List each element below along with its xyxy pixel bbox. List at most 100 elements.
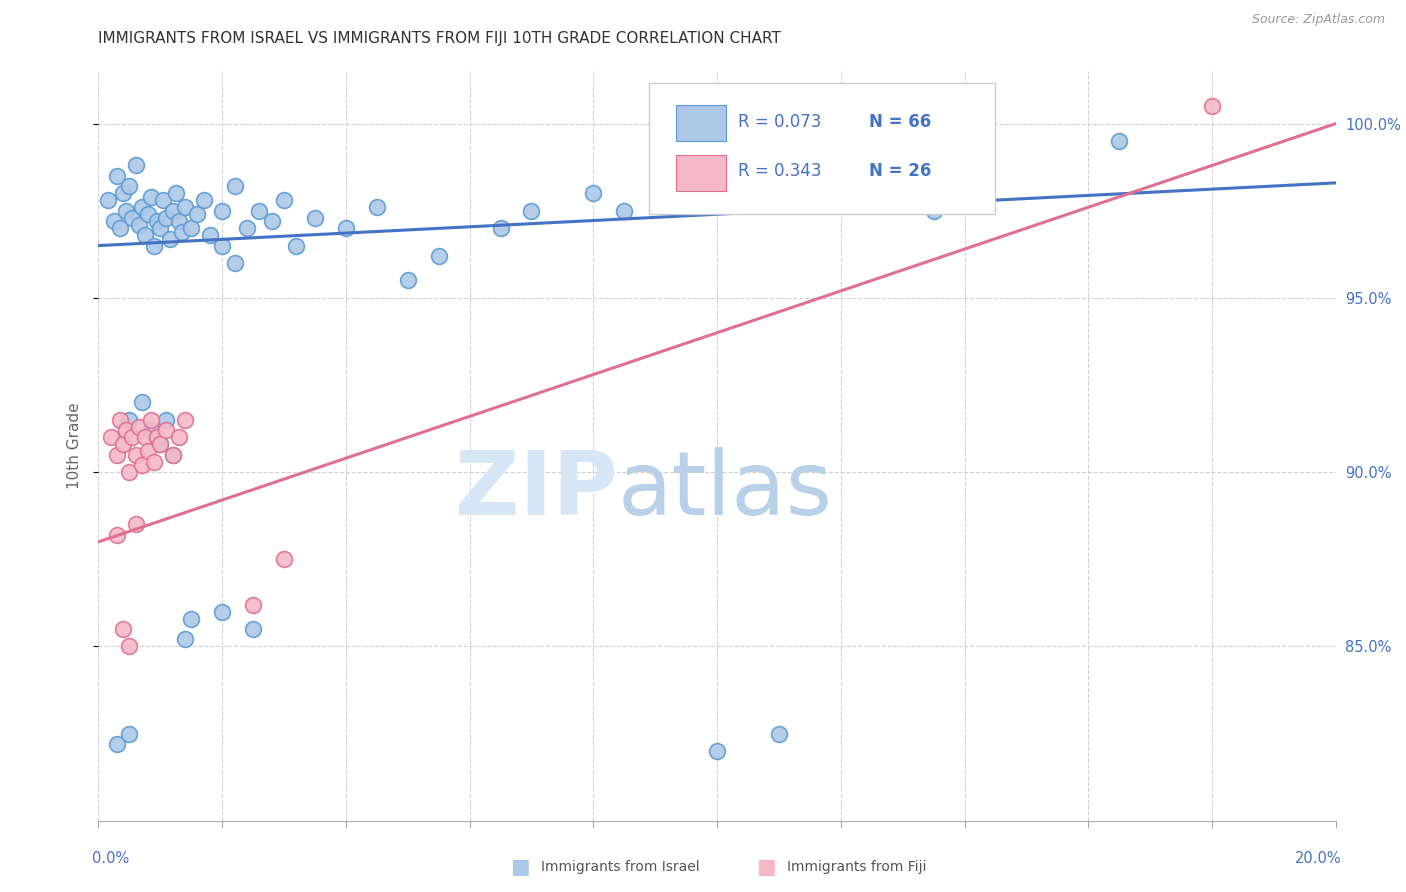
Point xyxy=(675,194,697,208)
Point xyxy=(115,423,138,437)
Text: N = 26: N = 26 xyxy=(869,162,932,180)
Text: R = 0.073: R = 0.073 xyxy=(738,112,821,130)
Point xyxy=(396,273,419,287)
Point xyxy=(737,169,759,183)
Point xyxy=(139,413,162,427)
Point xyxy=(224,256,246,270)
Point xyxy=(174,413,197,427)
Point xyxy=(146,214,169,228)
Point xyxy=(108,221,131,235)
Point xyxy=(193,194,215,208)
FancyBboxPatch shape xyxy=(650,83,995,214)
Point xyxy=(236,221,259,235)
Point xyxy=(520,203,543,218)
Point xyxy=(134,430,156,444)
Point xyxy=(149,437,172,451)
Point xyxy=(155,413,177,427)
Point xyxy=(112,437,135,451)
Text: N = 66: N = 66 xyxy=(869,112,932,130)
Point xyxy=(118,726,141,740)
Point xyxy=(139,190,162,204)
Point xyxy=(198,228,221,243)
Point xyxy=(174,632,197,647)
Point xyxy=(131,200,153,214)
Point xyxy=(922,203,945,218)
Point xyxy=(273,552,295,566)
Text: atlas: atlas xyxy=(619,448,834,534)
Point xyxy=(159,232,181,246)
Point xyxy=(105,169,128,183)
Point xyxy=(136,444,159,458)
Point xyxy=(167,430,190,444)
Text: Immigrants from Israel: Immigrants from Israel xyxy=(541,860,700,874)
Point xyxy=(211,605,233,619)
Point xyxy=(162,203,184,218)
Point xyxy=(112,622,135,636)
Text: 20.0%: 20.0% xyxy=(1295,851,1341,865)
Point xyxy=(273,194,295,208)
Point xyxy=(165,186,187,201)
Point xyxy=(118,640,141,654)
Point xyxy=(1108,134,1130,148)
Point xyxy=(304,211,326,225)
Point xyxy=(180,221,202,235)
Point xyxy=(180,611,202,625)
Point xyxy=(167,214,190,228)
FancyBboxPatch shape xyxy=(676,155,725,191)
Point xyxy=(155,211,177,225)
Point xyxy=(335,221,357,235)
Point xyxy=(427,249,450,263)
Point xyxy=(100,430,122,444)
Point xyxy=(706,744,728,758)
Point xyxy=(105,528,128,542)
Point xyxy=(285,238,308,252)
Point xyxy=(149,437,172,451)
Point xyxy=(186,207,208,221)
Text: Immigrants from Fiji: Immigrants from Fiji xyxy=(787,860,927,874)
Point xyxy=(152,194,174,208)
Point xyxy=(108,413,131,427)
Point xyxy=(211,203,233,218)
Point xyxy=(118,179,141,194)
Point xyxy=(105,737,128,751)
Point xyxy=(105,448,128,462)
Point xyxy=(143,238,166,252)
Point xyxy=(118,465,141,479)
Point xyxy=(143,455,166,469)
Point xyxy=(103,214,125,228)
Point xyxy=(121,430,143,444)
Point xyxy=(242,622,264,636)
Point xyxy=(139,423,162,437)
Point xyxy=(162,448,184,462)
Text: IMMIGRANTS FROM ISRAEL VS IMMIGRANTS FROM FIJI 10TH GRADE CORRELATION CHART: IMMIGRANTS FROM ISRAEL VS IMMIGRANTS FRO… xyxy=(98,31,782,46)
Point xyxy=(224,179,246,194)
Point xyxy=(582,186,605,201)
Text: ■: ■ xyxy=(510,857,530,877)
Point xyxy=(146,430,169,444)
Y-axis label: 10th Grade: 10th Grade xyxy=(67,402,83,490)
Text: R = 0.343: R = 0.343 xyxy=(738,162,821,180)
Point xyxy=(128,420,150,434)
Point xyxy=(128,218,150,232)
Text: ZIP: ZIP xyxy=(456,448,619,534)
Point xyxy=(799,194,821,208)
Point xyxy=(136,207,159,221)
Point xyxy=(162,448,184,462)
Point xyxy=(1201,99,1223,113)
FancyBboxPatch shape xyxy=(676,105,725,141)
Point xyxy=(124,448,146,462)
Point xyxy=(155,423,177,437)
Point xyxy=(124,158,146,172)
Text: 0.0%: 0.0% xyxy=(93,851,129,865)
Point xyxy=(170,225,193,239)
Point xyxy=(247,203,270,218)
Point xyxy=(366,200,388,214)
Point xyxy=(112,186,135,201)
Point xyxy=(97,194,120,208)
Text: Source: ZipAtlas.com: Source: ZipAtlas.com xyxy=(1251,13,1385,27)
Point xyxy=(613,203,636,218)
Point xyxy=(768,726,790,740)
Point xyxy=(131,458,153,472)
Point xyxy=(489,221,512,235)
Point xyxy=(242,598,264,612)
